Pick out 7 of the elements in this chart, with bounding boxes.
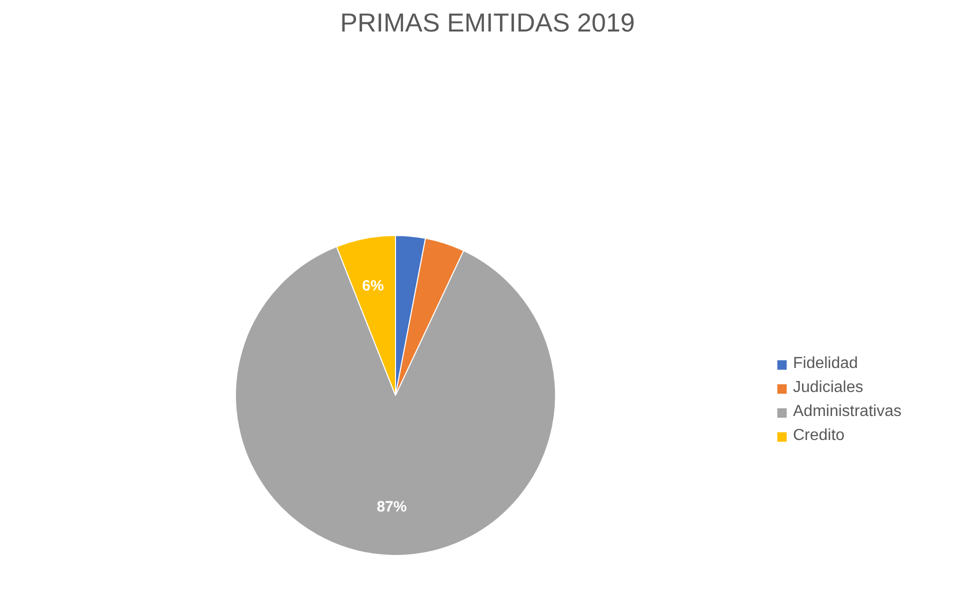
legend-label: Fidelidad	[793, 355, 858, 373]
data-label: 87%	[376, 498, 407, 516]
chart-title: PRIMAS EMITIDAS 2019	[340, 8, 635, 38]
legend-label: Administrativas	[793, 403, 902, 421]
legend-label: Credito	[793, 427, 845, 445]
legend-label: Judiciales	[793, 379, 864, 397]
data-label: 6%	[362, 277, 384, 294]
